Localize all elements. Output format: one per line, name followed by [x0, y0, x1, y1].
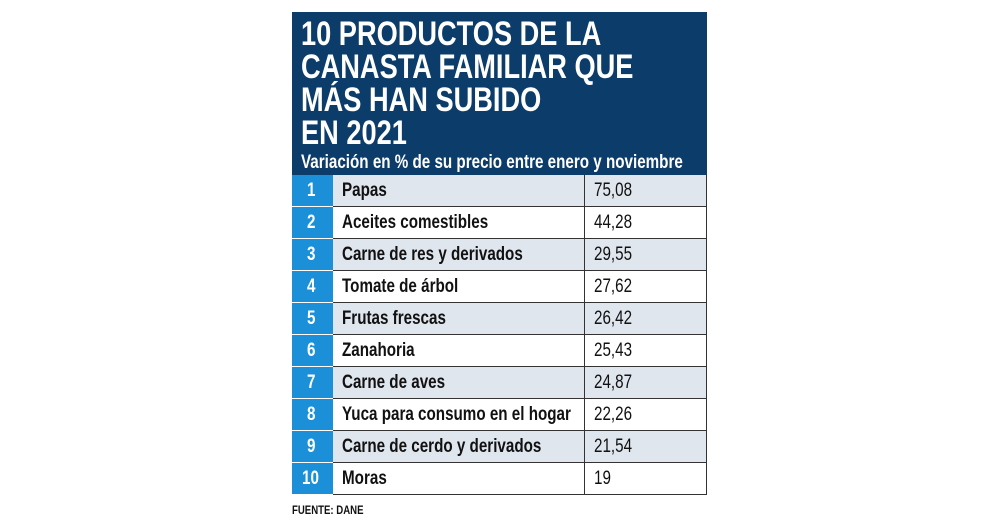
- value-cell: 19: [585, 463, 707, 495]
- rank-text: 2: [307, 211, 316, 233]
- value-text: 75,08: [594, 179, 633, 201]
- table-row: 5 Frutas frescas 26,42: [292, 303, 707, 335]
- header: 10 PRODUCTOS DE LA CANASTA FAMILIAR QUE MÁ…: [292, 12, 707, 175]
- product-text: Aceites comestibles: [342, 211, 489, 233]
- product-text: Yuca para consumo en el hogar: [342, 403, 571, 425]
- table: 1 Papas 75,08 2 Aceites comestibles 44,28 3 Car…: [292, 175, 707, 495]
- rank-cell: 4: [292, 271, 333, 303]
- product-cell: Zanahoria: [333, 335, 585, 367]
- product-text: Zanahoria: [342, 339, 415, 361]
- source: FUENTE: DANE: [292, 503, 381, 517]
- product-cell: Papas: [333, 175, 585, 207]
- product-text: Frutas frescas: [342, 307, 446, 329]
- rank-cell: 6: [292, 335, 333, 367]
- title-text: 10 PRODUCTOS DE LA: [301, 15, 602, 53]
- product-cell: Yuca para consumo en el hogar: [333, 399, 585, 431]
- table-row: 9 Carne de cerdo y derivados 21,54: [292, 431, 707, 463]
- table-row: 4 Tomate de árbol 27,62: [292, 271, 707, 303]
- rank-cell: 10: [292, 463, 333, 495]
- product-cell: Frutas frescas: [333, 303, 585, 335]
- rank-text: 4: [307, 275, 316, 297]
- product-cell: Aceites comestibles: [333, 207, 585, 239]
- value-cell: 44,28: [585, 207, 707, 239]
- product-text: Carne de cerdo y derivados: [342, 435, 542, 457]
- subtitle-text: Variación en % de su precio entre enero …: [301, 152, 683, 173]
- value-cell: 21,54: [585, 431, 707, 463]
- product-cell: Tomate de árbol: [333, 271, 585, 303]
- value-cell: 24,87: [585, 367, 707, 399]
- product-text: Tomate de árbol: [342, 275, 459, 297]
- value-text: 26,42: [594, 307, 633, 329]
- value-text: 19: [594, 467, 611, 489]
- rank-cell: 9: [292, 431, 333, 463]
- table-row: 7 Carne de aves 24,87: [292, 367, 707, 399]
- rank-cell: 1: [292, 175, 333, 207]
- rank-text: 10: [301, 467, 319, 489]
- rank-text: 1: [307, 179, 316, 201]
- rank-cell: 5: [292, 303, 333, 335]
- infographic: 10 PRODUCTOS DE LA CANASTA FAMILIAR QUE MÁ…: [292, 12, 707, 495]
- product-text: Carne de aves: [342, 371, 446, 393]
- title-line: CANASTA FAMILIAR QUE: [301, 48, 707, 86]
- value-text: 25,43: [594, 339, 633, 361]
- rank-cell: 2: [292, 207, 333, 239]
- rank-text: 9: [307, 435, 316, 457]
- value-cell: 27,62: [585, 271, 707, 303]
- value-text: 27,62: [594, 275, 633, 297]
- title-text: MÁS HAN SUBIDO: [301, 81, 542, 119]
- value-text: 22,26: [594, 403, 633, 425]
- table-row: 3 Carne de res y derivados 29,55: [292, 239, 707, 271]
- product-cell: Carne de cerdo y derivados: [333, 431, 585, 463]
- value-text: 29,55: [594, 243, 633, 265]
- rank-text: 8: [307, 403, 316, 425]
- table-row: 2 Aceites comestibles 44,28: [292, 207, 707, 239]
- rank-cell: 8: [292, 399, 333, 431]
- value-cell: 75,08: [585, 175, 707, 207]
- product-text: Carne de res y derivados: [342, 243, 523, 265]
- product-text: Papas: [342, 179, 387, 201]
- title-line: 10 PRODUCTOS DE LA: [301, 15, 707, 53]
- rank-text: 5: [307, 307, 316, 329]
- title-line: MÁS HAN SUBIDO: [301, 81, 707, 119]
- rank-cell: 7: [292, 367, 333, 399]
- product-cell: Moras: [333, 463, 585, 495]
- product-text: Moras: [342, 467, 387, 489]
- value-cell: 29,55: [585, 239, 707, 271]
- value-text: 44,28: [594, 211, 633, 233]
- rank-text: 7: [307, 371, 316, 393]
- table-row: 10 Moras 19: [292, 463, 707, 495]
- title-text: EN 2021: [301, 114, 407, 152]
- title-text: CANASTA FAMILIAR QUE: [301, 48, 634, 86]
- rank-text: 3: [307, 243, 316, 265]
- value-cell: 26,42: [585, 303, 707, 335]
- value-cell: 22,26: [585, 399, 707, 431]
- table-row: 6 Zanahoria 25,43: [292, 335, 707, 367]
- table-row: 8 Yuca para consumo en el hogar 22,26: [292, 399, 707, 431]
- value-cell: 25,43: [585, 335, 707, 367]
- table-row: 1 Papas 75,08: [292, 175, 707, 207]
- subtitle: Variación en % de su precio entre enero …: [301, 152, 707, 174]
- product-cell: Carne de res y derivados: [333, 239, 585, 271]
- title-line: EN 2021: [301, 114, 707, 152]
- source-text: FUENTE: DANE: [292, 503, 364, 517]
- value-text: 24,87: [594, 371, 633, 393]
- value-text: 21,54: [594, 435, 633, 457]
- rank-cell: 3: [292, 239, 333, 271]
- rank-text: 6: [307, 339, 316, 361]
- product-cell: Carne de aves: [333, 367, 585, 399]
